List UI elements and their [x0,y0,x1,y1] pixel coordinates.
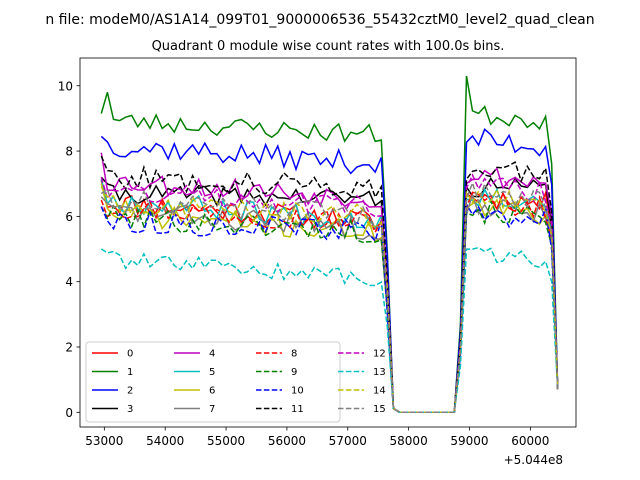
y-tick-label: 6 [65,210,73,224]
legend-label-13: 13 [373,367,386,378]
y-tick-label: 4 [65,275,73,289]
legend-label-0: 0 [127,349,133,360]
y-tick-label: 10 [58,79,73,93]
y-tick-label: 2 [65,340,73,354]
series-line-9 [100,198,559,414]
x-tick-label: 55000 [207,434,245,448]
legend-label-11: 11 [291,404,304,415]
series-line-12 [100,173,559,414]
figure-suptitle: n file: modeM0/AS1A14_099T01_9000006536_… [45,12,594,28]
series-line-15 [100,180,559,414]
x-tick-label: 53000 [85,434,123,448]
legend-box [85,341,341,423]
y-tick-label: 8 [65,145,73,159]
legend-label-2: 2 [127,386,133,397]
series-line-11 [100,155,559,414]
legend-label-6: 6 [209,386,215,397]
series-layer [100,75,559,414]
legend-label-7: 7 [209,404,215,415]
legend-label-1: 1 [127,367,133,378]
legend-label-4: 4 [209,349,215,360]
x-tick-label: 54000 [146,434,184,448]
legend-label-3: 3 [127,404,133,415]
series-line-2 [100,128,559,414]
x-tick-label: 60000 [511,434,549,448]
x-tick-label: 58000 [390,434,428,448]
chart-title: Quadrant 0 module wise count rates with … [152,39,505,54]
legend-label-8: 8 [291,349,297,360]
x-offset-label: +5.044e8 [504,453,563,467]
series-line-8 [100,191,559,414]
y-tick-label: 0 [65,406,73,420]
x-tick-label: 57000 [329,434,367,448]
axes-frame [79,57,577,428]
legend-label-5: 5 [209,367,215,378]
legend-label-15: 15 [373,404,386,415]
series-line-10 [100,201,559,414]
x-tick-label: 56000 [268,434,306,448]
series-line-4 [100,152,559,414]
axes: 53000 54000 55000 56000 57000 58000 59000 60000… [58,57,577,448]
series-line-1 [100,75,559,414]
legend-label-9: 9 [291,367,297,378]
legend-label-12: 12 [373,349,386,360]
x-tick-label: 59000 [450,434,488,448]
legend-label-10: 10 [291,386,304,397]
series-line-13 [100,246,559,414]
legend-label-14: 14 [373,386,386,397]
